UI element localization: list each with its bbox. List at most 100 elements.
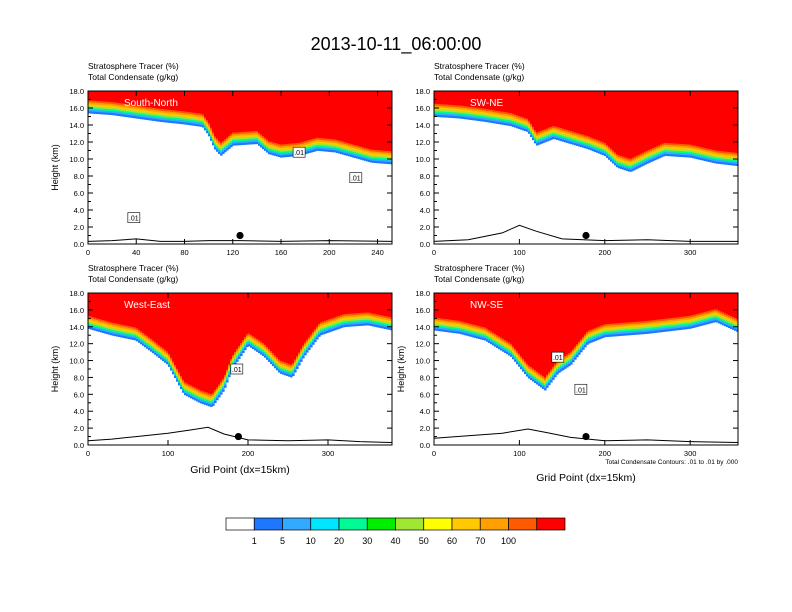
tracer-cell-band	[188, 119, 191, 122]
tracer-cell-high	[660, 91, 663, 145]
tracer-cell-band	[390, 324, 392, 327]
tracer-cell-band	[644, 151, 647, 154]
tracer-cell-high	[136, 293, 139, 329]
tracer-cell-band	[302, 143, 305, 146]
tracer-cell-high	[506, 91, 509, 113]
tracer-cell-band	[534, 141, 537, 144]
tracer-cell-band	[592, 337, 595, 341]
tracer-cell-band	[136, 333, 139, 336]
tracer-cell-band	[370, 160, 373, 163]
tracer-cell-band	[604, 331, 607, 334]
tracer-cell-band	[314, 340, 317, 343]
tracer-cell-band	[324, 328, 327, 331]
tracer-cell-band	[546, 132, 549, 135]
tracer-cell-band	[658, 150, 661, 153]
tracer-cell-band	[578, 347, 581, 350]
tracer-cell-band	[694, 319, 697, 323]
tracer-cell-band	[276, 362, 279, 365]
tracer-cell-high	[186, 293, 189, 384]
tracer-cell-band	[442, 324, 445, 327]
tracer-cell-band	[574, 141, 577, 144]
site-marker	[582, 231, 590, 240]
tracer-cell-band	[272, 356, 275, 359]
tracer-cell-high	[700, 293, 703, 314]
tracer-cell-band	[552, 370, 555, 373]
tracer-cell-band	[480, 113, 483, 116]
tracer-cell-band	[114, 328, 117, 331]
tracer-cell-band	[500, 337, 503, 340]
tracer-cell-band	[152, 347, 155, 350]
tracer-cell-band	[152, 116, 155, 120]
tracer-cell-band	[708, 321, 711, 324]
tracer-cell-band	[136, 328, 139, 331]
tracer-cell-band	[336, 320, 339, 323]
tracer-cell-band	[184, 118, 187, 121]
tracer-cell-band	[626, 168, 629, 171]
tracer-cell-high	[626, 293, 629, 323]
tracer-cell-band	[496, 114, 499, 117]
tracer-cell-band	[440, 104, 443, 107]
tracer-cell-band	[736, 152, 738, 156]
tracer-cell-high	[274, 91, 277, 144]
tracer-cell-high	[212, 91, 215, 133]
tracer-cell-band	[444, 104, 447, 107]
tracer-cell-band	[134, 327, 137, 330]
tracer-cell-band	[536, 139, 539, 142]
tracer-cell-band	[502, 347, 505, 350]
tracer-cell-band	[460, 330, 463, 333]
tracer-cell-band	[640, 328, 643, 331]
tracer-cell-band	[594, 329, 597, 333]
tracer-cell-band	[458, 114, 461, 117]
y-tick-label: 8.0	[420, 172, 430, 181]
tracer-cell-band	[232, 362, 235, 365]
tracer-cell-high	[142, 91, 145, 107]
tracer-cell-high	[224, 91, 227, 140]
tracer-cell-band	[658, 321, 661, 324]
tracer-cell-band	[660, 155, 663, 158]
tracer-cell-band	[564, 359, 567, 362]
tracer-cell-band	[550, 137, 553, 140]
tracer-cell-band	[650, 325, 653, 328]
tracer-cell-band	[138, 329, 141, 332]
tracer-cell-high	[284, 91, 287, 145]
tracer-cell-band	[648, 158, 651, 162]
tracer-cell-band	[608, 334, 611, 337]
tracer-cell-band	[326, 142, 329, 145]
tracer-cell-band	[138, 114, 141, 118]
tracer-cell-band	[376, 317, 379, 321]
tracer-cell-band	[522, 358, 525, 361]
tracer-cell-band	[202, 402, 205, 405]
tracer-cell-band	[254, 341, 257, 344]
tracer-cell-band	[506, 119, 509, 122]
tracer-cell-band	[180, 383, 183, 386]
tracer-cell-band	[694, 151, 697, 154]
tracer-cell-band	[314, 149, 317, 152]
tracer-cell-band	[634, 330, 637, 334]
tracer-cell-band	[604, 153, 607, 157]
tracer-cell-band	[714, 312, 717, 315]
tracer-cell-band	[154, 345, 157, 348]
tracer-cell-band	[546, 382, 549, 385]
tracer-cell-band	[464, 111, 467, 114]
tracer-cell-band	[518, 121, 521, 124]
tracer-cell-band	[110, 329, 113, 332]
tracer-cell-band	[170, 359, 173, 362]
tracer-cell-high	[266, 91, 269, 140]
tracer-cell-band	[508, 114, 511, 117]
tracer-cell-band	[660, 146, 663, 149]
tracer-cell-band	[548, 136, 551, 139]
tracer-cell-band	[160, 353, 163, 356]
tracer-cell-band	[530, 370, 533, 373]
tracer-cell-band	[658, 152, 661, 155]
tracer-cell-band	[326, 147, 329, 150]
tracer-cell-band	[344, 144, 347, 147]
tracer-cell-high	[564, 293, 567, 357]
tracer-cell-band	[708, 316, 711, 319]
tracer-cell-high	[518, 293, 521, 355]
tracer-cell-high	[252, 293, 255, 337]
tracer-cell-band	[356, 152, 359, 155]
tracer-cell-band	[482, 336, 485, 339]
tracer-cell-band	[568, 137, 571, 140]
contour-label: .01	[294, 150, 304, 157]
tracer-cell-band	[142, 334, 145, 337]
